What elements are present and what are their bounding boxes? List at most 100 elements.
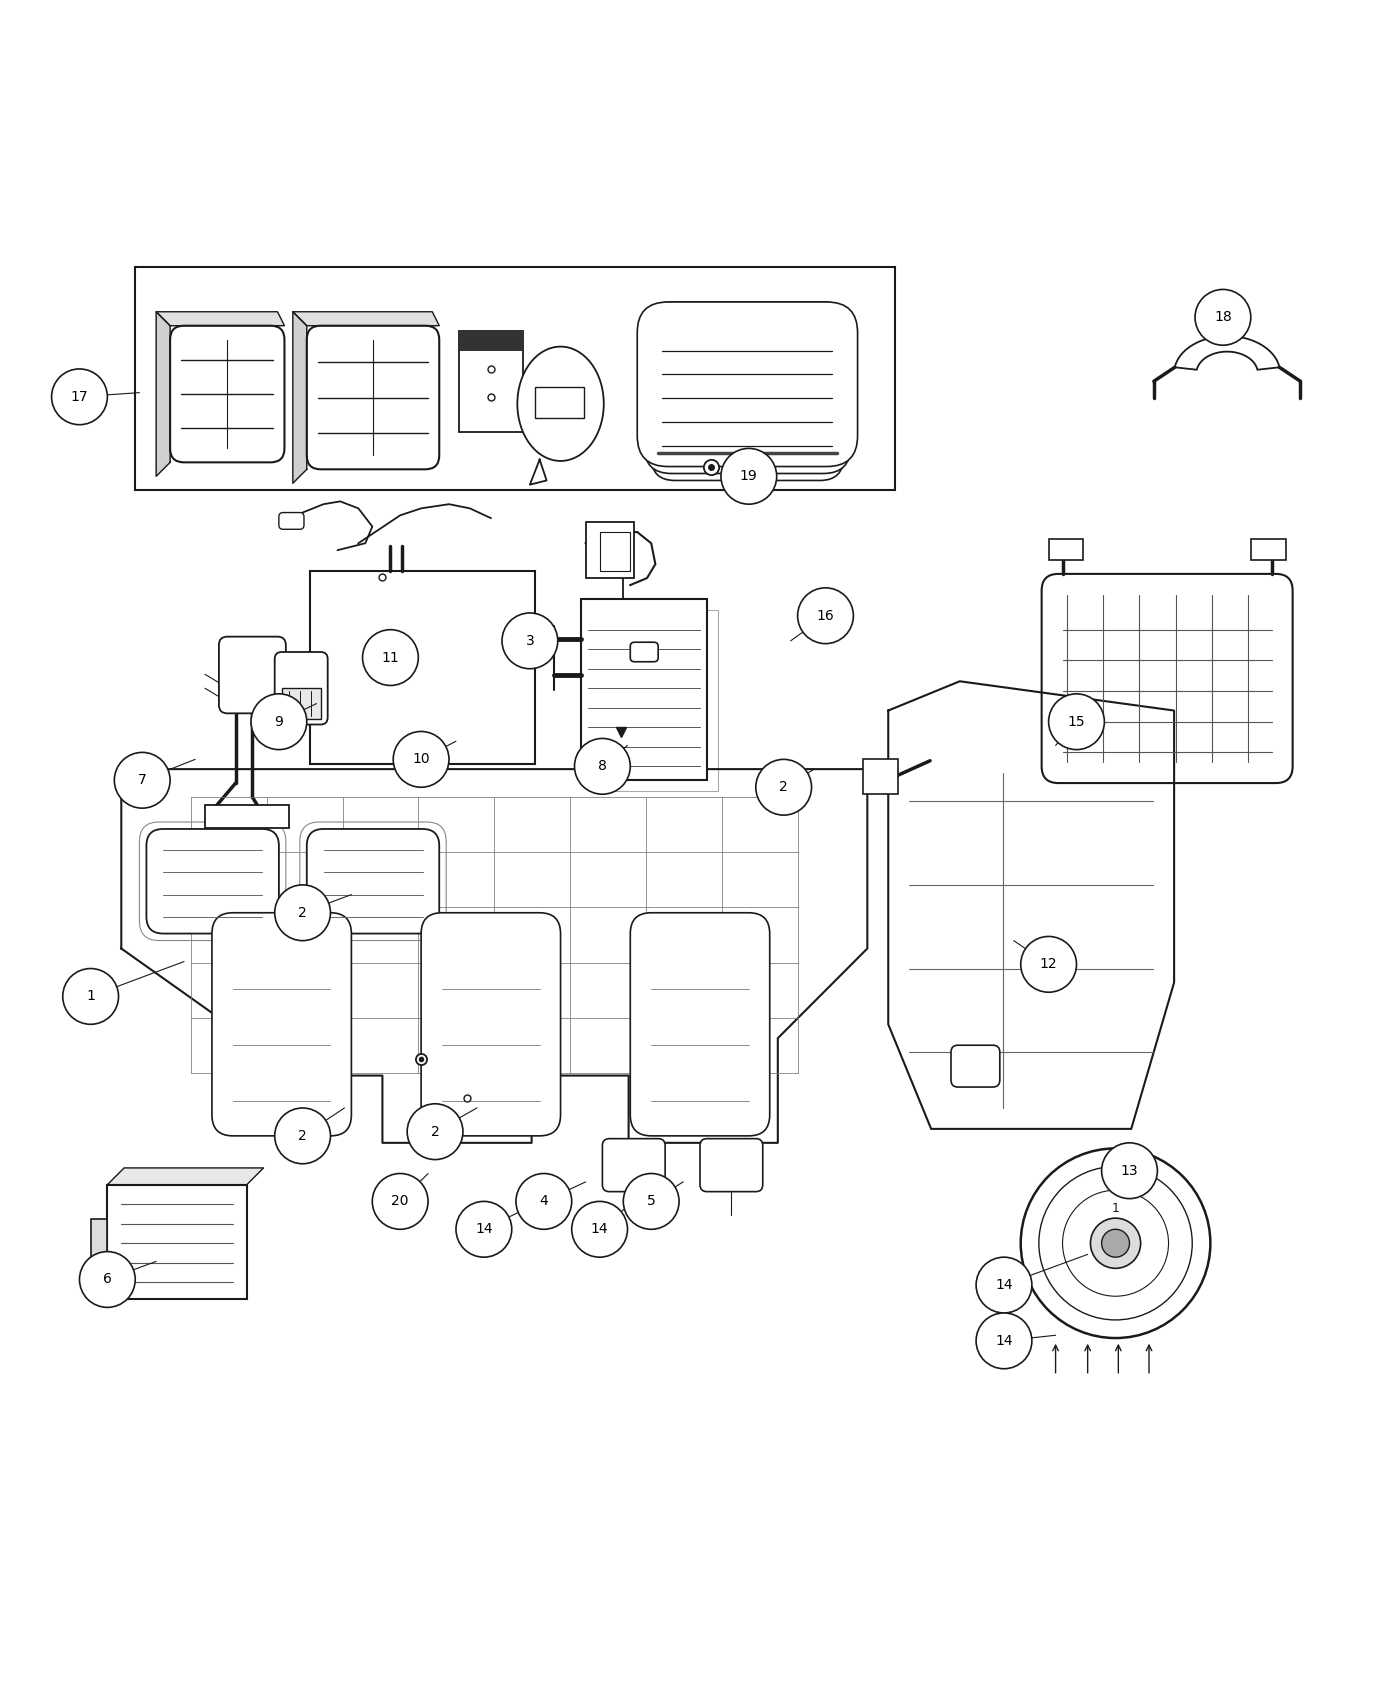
Circle shape xyxy=(363,629,419,685)
Polygon shape xyxy=(1175,337,1280,369)
Bar xyxy=(459,332,524,350)
Bar xyxy=(581,598,707,780)
Text: 6: 6 xyxy=(104,1273,112,1287)
Circle shape xyxy=(393,731,449,787)
Bar xyxy=(1250,539,1285,559)
FancyBboxPatch shape xyxy=(700,1139,763,1192)
FancyBboxPatch shape xyxy=(602,1139,665,1192)
Polygon shape xyxy=(529,459,546,484)
Text: 16: 16 xyxy=(816,609,834,622)
Text: 1: 1 xyxy=(1112,1202,1120,1215)
Circle shape xyxy=(1091,1219,1141,1268)
FancyBboxPatch shape xyxy=(1042,575,1292,784)
Text: 10: 10 xyxy=(412,753,430,767)
FancyBboxPatch shape xyxy=(274,653,328,724)
Polygon shape xyxy=(157,311,284,326)
FancyBboxPatch shape xyxy=(421,913,560,1136)
Circle shape xyxy=(574,738,630,794)
Polygon shape xyxy=(157,311,171,476)
Bar xyxy=(592,610,718,792)
Polygon shape xyxy=(293,311,440,326)
Circle shape xyxy=(1102,1229,1130,1258)
Circle shape xyxy=(798,588,854,644)
Circle shape xyxy=(52,369,108,425)
Text: 7: 7 xyxy=(137,774,147,787)
Bar xyxy=(599,532,630,571)
Bar xyxy=(459,332,524,432)
Circle shape xyxy=(1021,1149,1211,1338)
Circle shape xyxy=(63,969,119,1025)
FancyBboxPatch shape xyxy=(218,636,286,714)
Circle shape xyxy=(721,449,777,505)
Circle shape xyxy=(80,1251,136,1307)
FancyBboxPatch shape xyxy=(630,913,770,1136)
FancyBboxPatch shape xyxy=(637,303,858,466)
Text: 15: 15 xyxy=(1068,714,1085,729)
Ellipse shape xyxy=(518,347,603,461)
Circle shape xyxy=(251,694,307,750)
Circle shape xyxy=(372,1173,428,1229)
Circle shape xyxy=(976,1312,1032,1369)
Text: 12: 12 xyxy=(1040,957,1057,971)
Bar xyxy=(1049,539,1084,559)
Circle shape xyxy=(1196,289,1250,345)
FancyBboxPatch shape xyxy=(171,326,284,462)
FancyBboxPatch shape xyxy=(951,1046,1000,1086)
FancyBboxPatch shape xyxy=(307,830,440,933)
Circle shape xyxy=(623,1173,679,1229)
Text: 20: 20 xyxy=(392,1195,409,1209)
Circle shape xyxy=(456,1202,512,1258)
Circle shape xyxy=(571,1202,627,1258)
Text: 2: 2 xyxy=(780,780,788,794)
Text: 19: 19 xyxy=(741,469,757,483)
Text: 2: 2 xyxy=(298,906,307,920)
FancyBboxPatch shape xyxy=(279,512,304,529)
Text: 1: 1 xyxy=(87,989,95,1003)
Text: 14: 14 xyxy=(591,1222,609,1236)
Bar xyxy=(281,688,321,719)
Polygon shape xyxy=(888,682,1175,1129)
Circle shape xyxy=(274,1108,330,1165)
FancyBboxPatch shape xyxy=(307,326,440,469)
Bar xyxy=(204,806,288,828)
Bar xyxy=(108,1185,246,1299)
Text: 3: 3 xyxy=(525,634,535,648)
FancyBboxPatch shape xyxy=(651,303,844,481)
Bar xyxy=(136,267,895,490)
Circle shape xyxy=(1102,1142,1158,1198)
Text: 9: 9 xyxy=(274,714,283,729)
FancyBboxPatch shape xyxy=(630,643,658,661)
Polygon shape xyxy=(122,740,868,1142)
Text: 5: 5 xyxy=(647,1195,655,1209)
Bar xyxy=(309,571,535,763)
Text: 8: 8 xyxy=(598,760,606,774)
FancyBboxPatch shape xyxy=(644,303,851,474)
Text: 14: 14 xyxy=(475,1222,493,1236)
Circle shape xyxy=(1049,694,1105,750)
Circle shape xyxy=(517,1173,571,1229)
Circle shape xyxy=(115,753,171,808)
Text: 14: 14 xyxy=(995,1334,1012,1348)
Text: 18: 18 xyxy=(1214,311,1232,325)
Text: 13: 13 xyxy=(1120,1164,1138,1178)
Circle shape xyxy=(1039,1166,1193,1319)
Text: 4: 4 xyxy=(539,1195,549,1209)
Polygon shape xyxy=(293,311,307,483)
Circle shape xyxy=(1063,1190,1169,1295)
Circle shape xyxy=(976,1258,1032,1312)
Bar xyxy=(585,522,634,578)
Bar xyxy=(864,760,897,794)
Text: 2: 2 xyxy=(431,1125,440,1139)
Text: 17: 17 xyxy=(70,389,88,405)
Polygon shape xyxy=(108,1168,263,1185)
FancyBboxPatch shape xyxy=(211,913,351,1136)
Text: 2: 2 xyxy=(298,1129,307,1142)
FancyBboxPatch shape xyxy=(147,830,279,933)
Circle shape xyxy=(503,614,557,668)
Bar xyxy=(535,388,584,418)
Bar xyxy=(91,1219,108,1265)
Circle shape xyxy=(1021,937,1077,993)
Circle shape xyxy=(274,886,330,940)
Text: 11: 11 xyxy=(382,651,399,665)
Circle shape xyxy=(407,1103,463,1159)
